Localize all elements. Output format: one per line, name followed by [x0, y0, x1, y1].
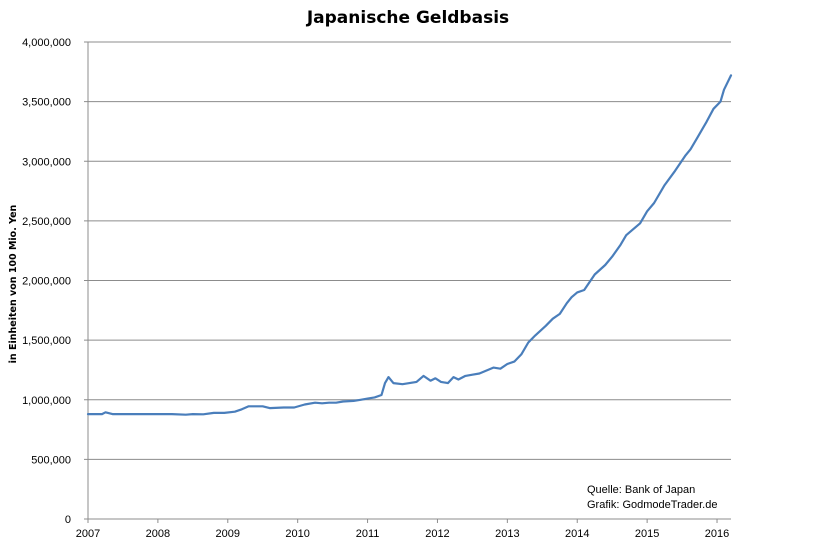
x-tick-label: 2011: [356, 528, 380, 540]
y-tick-label: 1,000,000: [22, 395, 71, 407]
y-tick-label: 2,500,000: [22, 216, 71, 228]
x-tick-label: 2014: [565, 528, 589, 540]
y-tick-label: 2,000,000: [22, 276, 71, 288]
y-tick-label: 3,500,000: [22, 97, 71, 109]
credit-annotation: Grafik: GodmodeTrader.de: [587, 499, 717, 511]
x-tick-label: 2015: [635, 528, 659, 540]
x-tick-label: 2007: [76, 528, 100, 540]
x-tick-label: 2008: [146, 528, 170, 540]
y-tick-label: 1,500,000: [22, 335, 71, 347]
x-tick-label: 2012: [425, 528, 449, 540]
x-tick-label: 2013: [495, 528, 519, 540]
source-annotation: Quelle: Bank of Japan: [587, 484, 695, 496]
y-tick-labels: 0 500,000 1,000,000 1,500,000 2,000,000 2,500…: [22, 37, 88, 526]
x-tick-label: 2010: [285, 528, 309, 540]
chart-title: Japanische Geldbasis: [306, 8, 509, 28]
x-tick-label: 2016: [705, 528, 729, 540]
series-line-0: [86, 74, 733, 416]
y-tick-label: 500,000: [31, 454, 71, 466]
series-group: [86, 74, 733, 416]
y-tick-label: 3,000,000: [22, 156, 71, 168]
x-tick-label: 2009: [216, 528, 240, 540]
y-tick-label: 4,000,000: [22, 37, 71, 49]
grid-lines: [88, 41, 731, 460]
y-axis-label: in Einheiten von 100 Mio. Yen: [8, 204, 19, 363]
y-tick-label: 0: [65, 514, 71, 526]
x-tick-labels: 2007 2008 2009 2010 2011 2012 2013 2014 2015 2016: [76, 519, 729, 540]
